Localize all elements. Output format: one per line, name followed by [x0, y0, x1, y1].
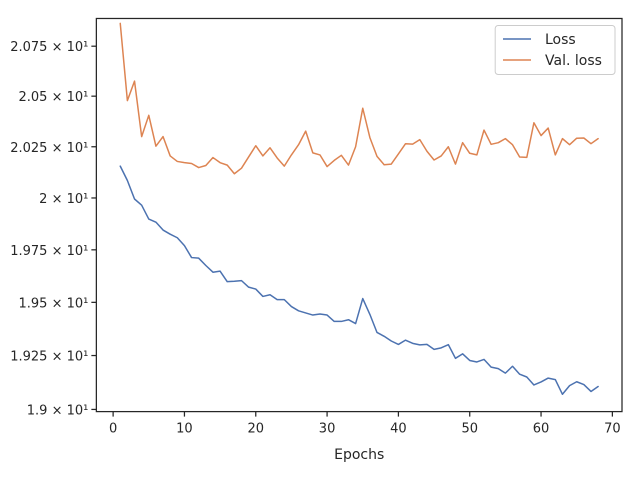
- plot-background: [96, 18, 623, 412]
- y-tick-label: 2.025 × 10¹: [10, 141, 88, 156]
- x-tick-label: 30: [319, 422, 336, 437]
- x-tick-label: 40: [390, 422, 407, 437]
- legend-label-val-loss: Val. loss: [545, 53, 602, 69]
- legend: Loss Val. loss: [494, 25, 616, 75]
- series-layer: [119, 22, 599, 396]
- x-axis: 0 10 20 30 40 50 60 70: [109, 411, 621, 437]
- y-tick-label: 1.975 × 10¹: [10, 244, 88, 259]
- y-tick-label: 1.925 × 10¹: [10, 350, 88, 365]
- y-tick-label: 2.075 × 10¹: [10, 40, 88, 55]
- y-tick-label: 2 × 10¹: [39, 192, 88, 207]
- series-line-loss: [119, 165, 599, 396]
- x-tick-label: 10: [176, 422, 193, 437]
- legend-box: [494, 25, 616, 75]
- y-tick-label: 1.9 × 10¹: [27, 403, 89, 418]
- x-tick-label: 60: [533, 422, 550, 437]
- legend-label-loss: Loss: [545, 32, 576, 48]
- x-tick-label: 0: [109, 422, 117, 437]
- plot-frame: [95, 17, 623, 413]
- x-tick-label: 20: [247, 422, 264, 437]
- y-axis: 1.9 × 10¹ 1.925 × 10¹ 1.95 × 10¹ 1.975 × 10…: [10, 40, 97, 418]
- y-tick-label: 1.95 × 10¹: [19, 296, 89, 311]
- series-line-val-loss: [119, 22, 599, 175]
- y-tick-label: 2.05 × 10¹: [19, 90, 89, 105]
- x-axis-title: Epochs: [334, 447, 384, 463]
- x-tick-label: 70: [604, 422, 621, 437]
- x-tick-label: 50: [461, 422, 478, 437]
